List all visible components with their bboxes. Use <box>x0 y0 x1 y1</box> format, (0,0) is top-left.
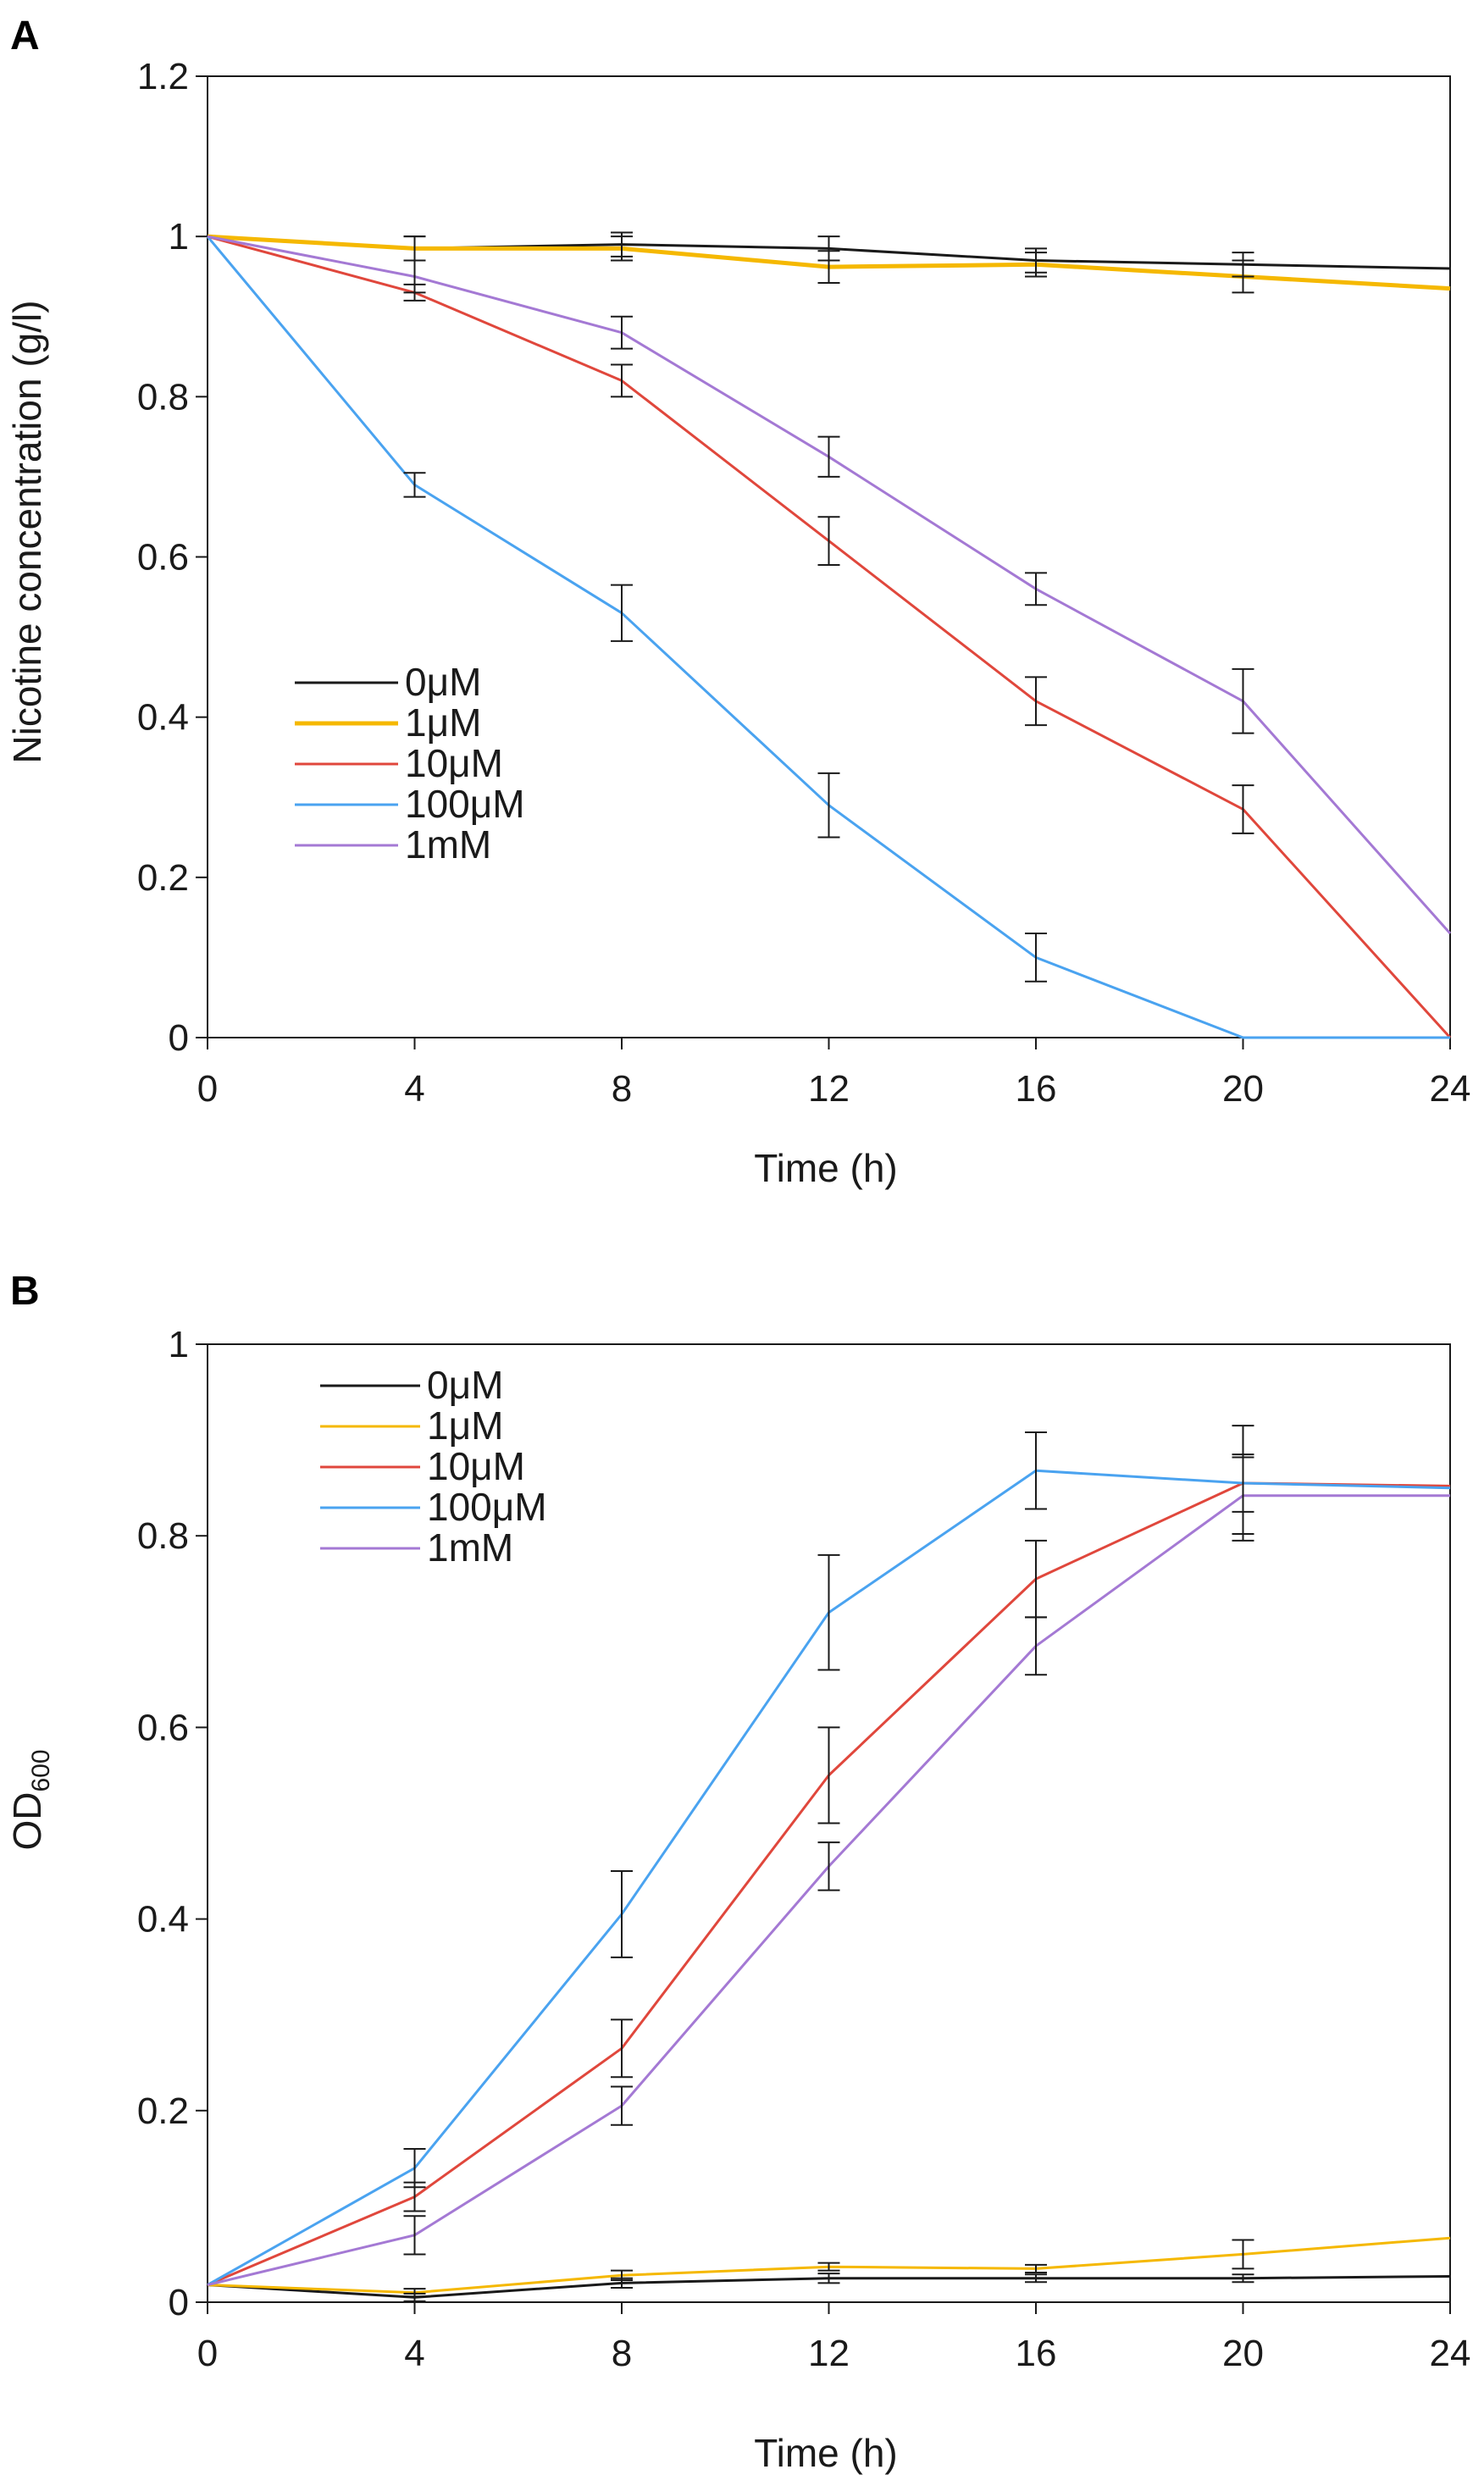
panel-a-letter: A <box>10 14 40 58</box>
panel-b-y-tick-label: 0.4 <box>137 1899 189 1941</box>
panel-b-legend-label-1um: 1μM <box>427 1404 503 1448</box>
panel-b-legend-label-10um: 10μM <box>427 1444 525 1488</box>
panel-a-x-tick-label: 20 <box>1222 1068 1264 1110</box>
panel-a-legend-label-1mm: 1mM <box>405 822 491 867</box>
panel-a-series-line-100um <box>206 235 1450 1039</box>
panel-a-y-tick-label: 0.6 <box>137 537 189 579</box>
panel-b-legend-label-100um: 100μM <box>427 1485 547 1529</box>
panel-a-legend-label-0um: 0μM <box>405 660 481 704</box>
panel-b-chart: 0 0.2 0.4 0.6 0.8 1 0 4 8 12 16 20 24 0μM1μM10μM100μM… <box>137 1324 1471 2374</box>
panel-a-x-axis-title: Time (h) <box>754 1146 898 1190</box>
panel-a-x-tick-label: 4 <box>404 1068 424 1110</box>
panel-a-y-axis-title: Nicotine concentration (g/l) <box>5 300 49 763</box>
panel-a-chart: 0 0.2 0.4 0.6 0.8 1 1.2 0 4 8 12 16 20 24 0μM1μM10μM10… <box>137 56 1471 1110</box>
panel-b-letter: B <box>10 1269 40 1314</box>
panel-b-y-axis-title: OD600 <box>5 1749 55 1850</box>
panel-a-x-tick-label: 8 <box>612 1068 632 1110</box>
panel-a-y-tick-label: 1 <box>169 216 189 257</box>
panel-a-series-line-10um <box>207 235 1452 1039</box>
panel-b-legend-label-0um: 0μM <box>427 1363 503 1407</box>
panel-b-x-tick-label: 20 <box>1222 2333 1264 2374</box>
panel-b-y-tick-label: 0 <box>169 2282 189 2323</box>
panel-a-x-tick-label: 24 <box>1430 1068 1471 1110</box>
panel-a-legend-label-100um: 100μM <box>405 782 525 826</box>
panel-a-x-tick-label: 12 <box>808 1068 850 1110</box>
panel-b-x-tick-label: 12 <box>808 2333 850 2374</box>
panel-b-y-tick-label: 1 <box>169 1324 189 1365</box>
panel-b-y-axis-title-main: OD <box>5 1792 49 1851</box>
panel-a-y-tick-label: 0.8 <box>137 376 189 418</box>
panel-a-legend-label-10um: 10μM <box>405 741 503 785</box>
panel-b-x-tick-label: 4 <box>404 2333 424 2374</box>
panel-b-y-tick-label: 0.2 <box>137 2090 189 2132</box>
panel-a-y-tick-label: 0.2 <box>137 857 189 899</box>
panel-b-y-tick-label: 0.8 <box>137 1515 189 1557</box>
panel-a-legend-label-1um: 1μM <box>405 700 481 745</box>
panel-b-y-axis-title-subscript: 600 <box>27 1749 55 1791</box>
panel-a-x-tick-label: 0 <box>197 1068 218 1110</box>
panel-b-x-tick-label: 24 <box>1430 2333 1471 2374</box>
panel-a-y-tick-label: 0.4 <box>137 697 189 739</box>
panel-b-x-axis-title: Time (h) <box>754 2431 898 2475</box>
panel-b-x-tick-label: 0 <box>197 2333 218 2374</box>
panel-b-x-tick-label: 16 <box>1016 2333 1057 2374</box>
panel-a-x-tick-label: 16 <box>1016 1068 1057 1110</box>
panel-b-legend-label-1mm: 1mM <box>427 1525 513 1570</box>
panel-b-y-tick-label: 0.6 <box>137 1707 189 1748</box>
panel-b-x-tick-label: 8 <box>612 2333 632 2374</box>
panel-a-y-tick-label: 0 <box>169 1017 189 1059</box>
panel-a-y-tick-label: 1.2 <box>137 56 189 97</box>
